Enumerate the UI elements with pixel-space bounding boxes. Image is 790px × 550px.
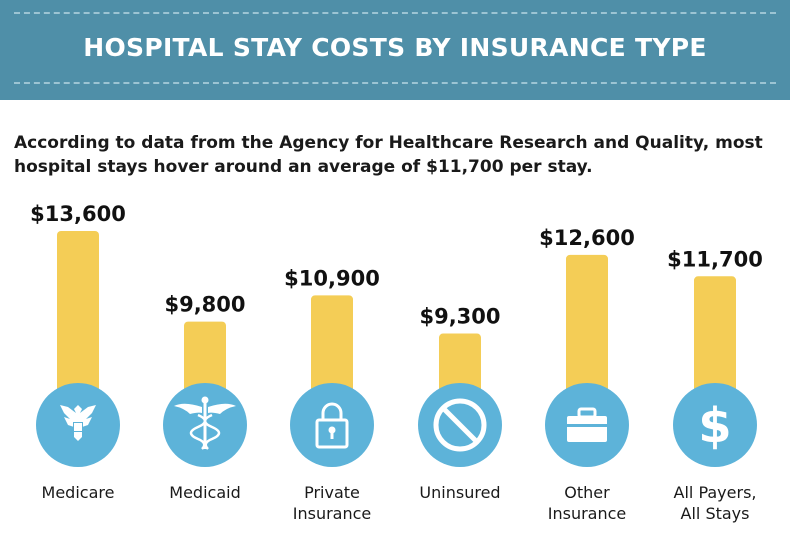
bar (566, 254, 608, 396)
category-label: Private Insurance (292, 483, 372, 523)
page-title: HOSPITAL STAY COSTS BY INSURANCE TYPE (83, 33, 707, 62)
value-label: $11,700 (667, 247, 763, 271)
bar (694, 276, 736, 396)
intro-text: According to data from the Agency for He… (14, 133, 763, 177)
prohibited-icon (433, 398, 487, 452)
icon-circle (290, 383, 374, 467)
icon-circle (673, 383, 757, 467)
category-label: Uninsured (419, 483, 501, 502)
bar (184, 321, 226, 396)
bar (311, 295, 353, 396)
svg-text:$: $ (698, 398, 731, 454)
category-label: Other Insurance (547, 483, 627, 523)
category-label: Medicaid (169, 483, 241, 502)
value-label: $13,600 (30, 202, 126, 226)
category-label: All Payers, All Stays (673, 483, 757, 523)
value-label: $12,600 (539, 226, 635, 250)
briefcase-icon (567, 407, 607, 442)
value-label: $9,800 (164, 293, 245, 317)
title-banner: HOSPITAL STAY COSTS BY INSURANCE TYPE (0, 0, 790, 100)
caduceus-icon (174, 396, 236, 450)
bar (57, 231, 99, 396)
eagle-icon (60, 405, 96, 441)
banner-dashed-rule-bottom (14, 82, 776, 84)
bar (439, 333, 481, 396)
banner-dashed-rule-top (14, 12, 776, 14)
category-label: Medicare (41, 483, 115, 502)
value-label: $9,300 (419, 305, 500, 329)
value-label: $10,900 (284, 266, 380, 290)
dollar-icon: $ (698, 398, 731, 454)
padlock-icon (315, 402, 349, 449)
